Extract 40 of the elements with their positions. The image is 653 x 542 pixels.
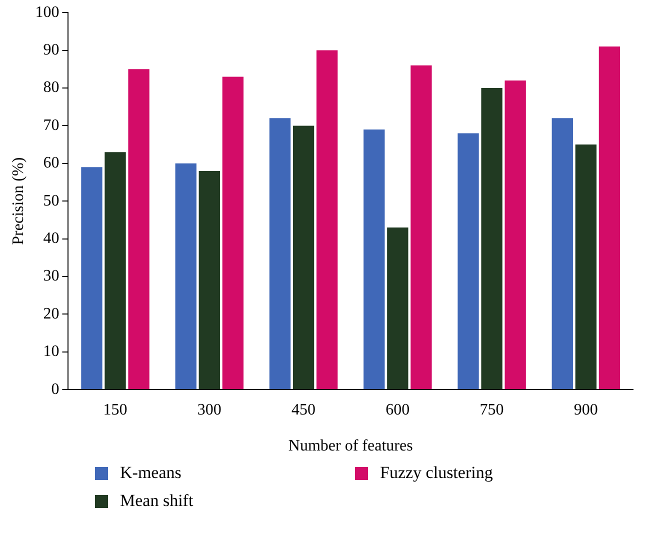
- x-tick-label: 450: [292, 401, 316, 418]
- y-tick-label: 30: [43, 268, 60, 285]
- bar: [222, 76, 244, 390]
- bar: [81, 167, 102, 390]
- bar: [387, 227, 408, 390]
- legend-label: Fuzzy clustering: [380, 463, 493, 483]
- x-axis-title: Number of features: [288, 438, 413, 455]
- y-tick-label: 70: [43, 116, 60, 134]
- y-tick-label: 20: [43, 305, 60, 322]
- y-axis-title: Precision (%): [10, 157, 27, 245]
- bar: [458, 133, 479, 390]
- y-tick-label: 100: [35, 4, 60, 21]
- legend-label: Mean shift: [120, 491, 194, 511]
- x-tick-label: 600: [386, 401, 410, 418]
- x-tick-label: 150: [103, 401, 128, 418]
- bar: [316, 50, 338, 390]
- y-tick-label: 90: [43, 42, 60, 59]
- bar: [481, 88, 502, 390]
- bar: [198, 170, 220, 390]
- y-tick-label: 0: [51, 380, 60, 398]
- x-tick-label: 300: [197, 401, 222, 418]
- y-tick-label: 10: [43, 343, 60, 360]
- bar: [175, 163, 196, 390]
- bar: [575, 144, 597, 390]
- y-tick-label: 60: [43, 154, 60, 172]
- bar: [364, 129, 385, 390]
- bar: [269, 118, 291, 390]
- bar: [128, 69, 150, 390]
- bar: [410, 65, 432, 390]
- bar: [292, 126, 314, 390]
- x-tick-label: 900: [574, 401, 598, 418]
- y-tick-label: 50: [43, 192, 60, 210]
- y-tick-label: 80: [43, 79, 60, 96]
- bar: [104, 152, 126, 390]
- bar: [504, 80, 526, 390]
- y-tick-label: 40: [43, 230, 60, 248]
- legend-label: K-means: [120, 463, 182, 483]
- x-tick-label: 750: [480, 401, 504, 418]
- bar: [552, 118, 573, 390]
- bar: [598, 46, 620, 390]
